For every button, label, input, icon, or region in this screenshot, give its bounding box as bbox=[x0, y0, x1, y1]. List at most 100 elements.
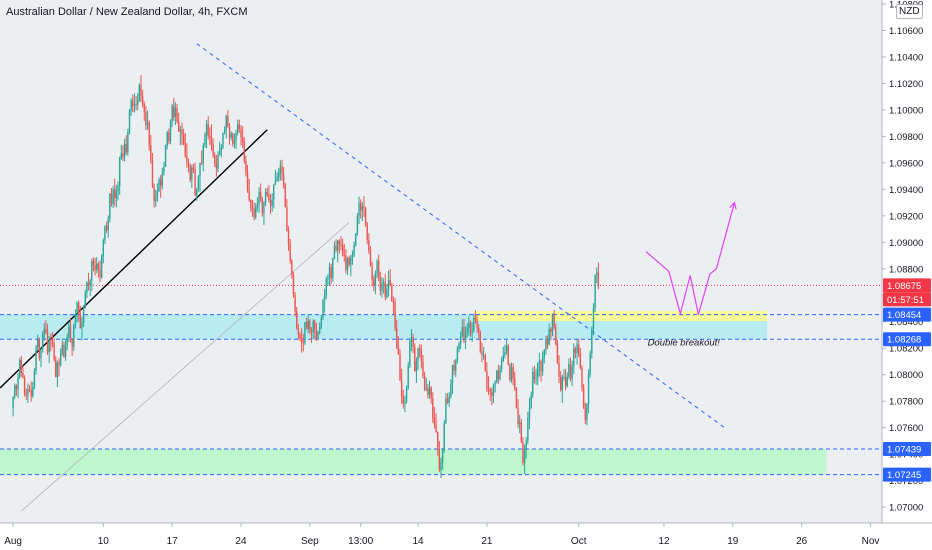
projection-path bbox=[645, 202, 736, 317]
candle-body bbox=[564, 376, 567, 386]
candle bbox=[173, 97, 175, 121]
candle-body bbox=[553, 313, 555, 328]
currency-label[interactable]: NZD bbox=[896, 4, 923, 19]
candle-body bbox=[169, 121, 172, 142]
candle-body bbox=[437, 432, 439, 449]
candle bbox=[22, 365, 24, 379]
candle bbox=[371, 261, 373, 287]
y-tick-label: 1.07000 bbox=[889, 503, 923, 514]
candle-body bbox=[332, 258, 334, 278]
level-tag: 1.07245 bbox=[883, 467, 931, 482]
candle bbox=[325, 276, 327, 300]
candle bbox=[530, 391, 532, 409]
candle bbox=[58, 358, 60, 377]
candle-body bbox=[140, 85, 142, 97]
candle bbox=[194, 162, 196, 197]
candle-body bbox=[205, 124, 208, 136]
candle bbox=[364, 206, 367, 227]
candle bbox=[210, 124, 213, 151]
candle bbox=[20, 356, 23, 377]
candle-body bbox=[566, 376, 568, 386]
y-tick-label: 1.08200 bbox=[889, 344, 923, 355]
candle bbox=[527, 411, 529, 445]
candle bbox=[274, 169, 277, 186]
candle bbox=[77, 300, 80, 322]
candle bbox=[330, 263, 332, 285]
candle bbox=[186, 143, 188, 168]
candle bbox=[314, 319, 316, 339]
candle bbox=[117, 181, 119, 201]
candle-body bbox=[228, 126, 231, 138]
candle bbox=[73, 323, 75, 352]
candle-body bbox=[555, 327, 557, 344]
candle bbox=[537, 362, 539, 386]
candle bbox=[69, 317, 72, 343]
candle-body bbox=[307, 320, 309, 329]
current-price-tag-bg bbox=[883, 278, 931, 293]
candle-body bbox=[410, 337, 413, 342]
candle bbox=[517, 399, 519, 428]
candle bbox=[591, 326, 593, 359]
candle-body bbox=[176, 107, 178, 122]
candle bbox=[504, 344, 506, 359]
candle bbox=[350, 254, 352, 277]
candle bbox=[28, 385, 31, 393]
y-tick-label: 1.10600 bbox=[889, 26, 923, 37]
candle bbox=[341, 238, 344, 257]
candle-body bbox=[279, 166, 282, 173]
candle bbox=[355, 233, 357, 247]
candle-body bbox=[184, 143, 186, 156]
candle-body bbox=[382, 282, 385, 284]
candle bbox=[492, 383, 495, 404]
candle-body bbox=[137, 100, 139, 106]
candle bbox=[446, 393, 449, 405]
candle-body bbox=[12, 396, 14, 409]
candle bbox=[25, 388, 27, 400]
candle-body bbox=[571, 366, 573, 379]
candle bbox=[294, 291, 296, 317]
candle bbox=[302, 333, 304, 352]
candle-body bbox=[471, 331, 473, 334]
candle-body bbox=[199, 162, 201, 177]
candle-body bbox=[41, 334, 44, 350]
x-tick-label: Sep bbox=[301, 536, 319, 547]
candle-body bbox=[325, 279, 327, 295]
candle-body bbox=[120, 153, 123, 159]
candle-body bbox=[456, 348, 459, 361]
candle bbox=[561, 374, 564, 403]
candle-body bbox=[496, 370, 498, 383]
candle bbox=[351, 250, 354, 265]
candle bbox=[376, 258, 378, 279]
candle-body bbox=[346, 258, 349, 270]
candle-body bbox=[351, 254, 354, 258]
plot-area bbox=[0, 0, 882, 523]
candle-body bbox=[304, 322, 306, 344]
candle bbox=[156, 183, 159, 202]
candle bbox=[368, 233, 370, 254]
candle-body bbox=[418, 348, 421, 351]
candle bbox=[496, 370, 498, 384]
candle bbox=[27, 383, 29, 404]
candle-body bbox=[92, 260, 95, 266]
candle bbox=[232, 132, 234, 147]
candle-body bbox=[515, 388, 518, 409]
candle bbox=[555, 323, 557, 346]
candle-body bbox=[587, 374, 590, 404]
candle bbox=[461, 319, 464, 338]
candle bbox=[220, 144, 223, 158]
candle bbox=[91, 258, 93, 292]
candle-body bbox=[574, 348, 577, 353]
candle-body bbox=[248, 190, 250, 200]
candle bbox=[443, 419, 445, 453]
candle-body bbox=[543, 349, 545, 359]
trendline-ascending-support bbox=[0, 129, 268, 389]
candle bbox=[453, 359, 455, 376]
price-axis-bg bbox=[882, 0, 932, 550]
candle-body bbox=[345, 255, 347, 270]
candle-body bbox=[64, 345, 67, 357]
candle bbox=[451, 364, 454, 395]
candle-body bbox=[394, 302, 396, 329]
y-tick-label: 1.08000 bbox=[889, 370, 923, 381]
